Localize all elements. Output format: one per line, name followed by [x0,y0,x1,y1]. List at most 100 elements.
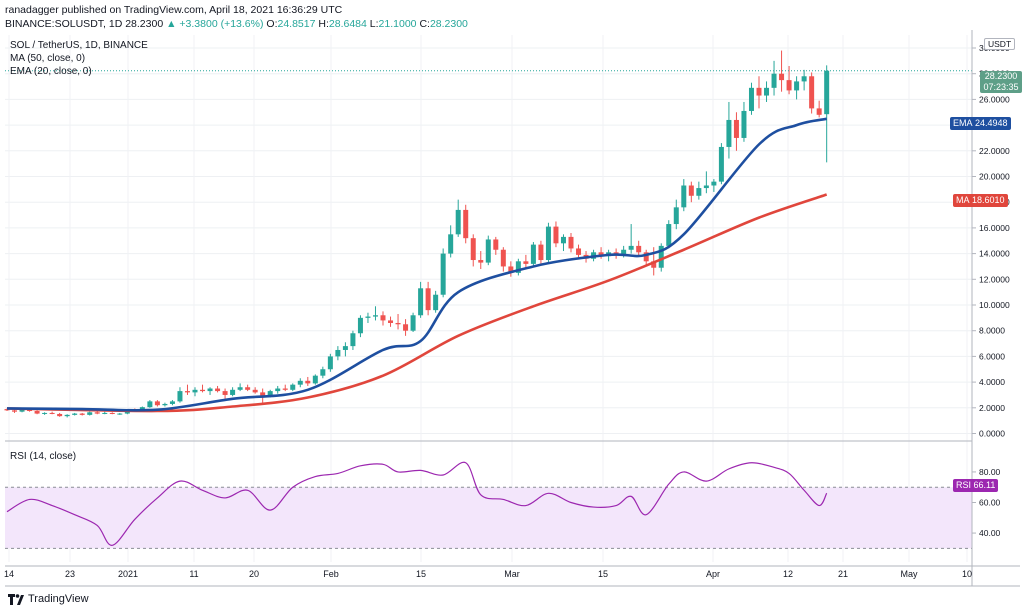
time-axis-label: Feb [323,569,339,579]
candle-body [380,315,386,321]
candle-body [365,316,371,318]
candle-body [267,391,273,397]
candle-body [34,411,40,414]
candle-body [568,236,574,249]
candle-body [312,375,318,384]
candle-body [327,356,333,370]
candle-body [500,249,506,267]
candle-body [733,119,739,138]
candle-body [801,76,807,82]
candle-body [275,388,281,392]
candle-body [523,261,529,264]
candle-body [42,412,48,414]
candle-body [260,392,266,397]
time-axis-label: 23 [65,569,75,579]
candle-body [485,239,491,263]
rsi-band [5,486,972,549]
candle-body [215,388,221,392]
low-label: L: [369,18,379,30]
price-axis-label: 6.0000 [979,351,1005,361]
time-axis-label: 15 [598,569,608,579]
candle-body [786,80,792,91]
candle-body [102,412,108,414]
candle-body [553,226,559,244]
candle-body [350,333,356,347]
candle-body [19,409,25,412]
candle-body [87,412,93,415]
candle-body [666,224,672,246]
rsi-axis-label: 60.00 [979,498,1001,508]
candle-body [79,413,85,415]
close-value: 28.2300 [429,18,468,30]
candle-body [109,412,115,414]
candle-body [49,412,55,414]
price-axis-label: 0.0000 [979,429,1005,439]
candle-body [779,73,785,81]
open-label: O: [266,18,278,30]
candle-body [726,119,732,147]
candle-body [508,266,514,273]
candle-body [756,87,762,96]
time-axis-label: 15 [416,569,426,579]
candle-body [718,146,724,182]
open-value: 24.8517 [277,18,316,30]
current-price-tag: 28.2300 07:23:35 [980,71,1022,93]
price-axis-label: 8.0000 [979,326,1005,336]
ma-price-tag: MA 18.6010 [953,194,1008,207]
candle-body [297,380,303,385]
candle-body [418,288,424,316]
rsi-legend[interactable]: RSI (14, close) [10,451,77,462]
ema-price-tag: EMA 24.4948 [950,117,1011,130]
last-price: 28.2300 [125,18,164,30]
candle-body [94,412,100,414]
candles [4,50,830,418]
candle-body [162,403,168,406]
publish-info: ranadagger published on TradingView.com,… [5,4,343,16]
candle-body [395,322,401,325]
chart-title: SOL / TetherUS, 1D, BINANCE [10,40,148,51]
time-axis-label: 2021 [118,569,138,579]
candle-body [493,239,499,250]
candle-body [403,324,409,331]
ma-tag-label: MA [956,195,970,205]
price-axis-label: 26.0000 [979,94,1010,104]
price-change: +3.3800 (+13.6%) [179,18,264,30]
candle-body [560,236,566,244]
candle-body [357,317,363,334]
candle-body [538,244,544,261]
ema-legend[interactable]: EMA (20, close, 0) [10,66,92,77]
candle-body [410,315,416,331]
time-axis-label: Apr [706,569,720,579]
ma50-line [6,193,828,413]
candle-body [245,387,251,390]
candle-body [207,388,213,392]
indicator-lines [5,70,972,546]
ma-legend[interactable]: MA (50, close, 0) [10,53,86,64]
candle-body [478,260,484,263]
candle-body [12,410,18,412]
candle-body [27,409,33,412]
ema-tag-label: EMA [953,118,973,128]
tradingview-brand: TradingView [28,593,89,605]
current-price-value: 28.2300 [984,71,1018,81]
candle-body [169,401,175,404]
candle-body [809,76,815,109]
price-axis-label: 4.0000 [979,377,1005,387]
candle-body [576,248,582,255]
candle-body [816,108,822,115]
candle-body [530,244,536,264]
candle-body [335,349,341,357]
candle-body [621,249,627,255]
candle-body [57,413,63,417]
price-axis-label: 10.0000 [979,300,1010,310]
candle-body [688,185,694,196]
currency-button[interactable]: USDT [984,38,1016,50]
candle-body [545,226,551,261]
candle-body [771,73,777,88]
tradingview-footer[interactable]: TradingView [8,593,89,605]
candle-body [282,388,288,390]
candle-body [598,252,604,257]
candle-body [711,181,717,186]
candle-body [673,207,679,225]
